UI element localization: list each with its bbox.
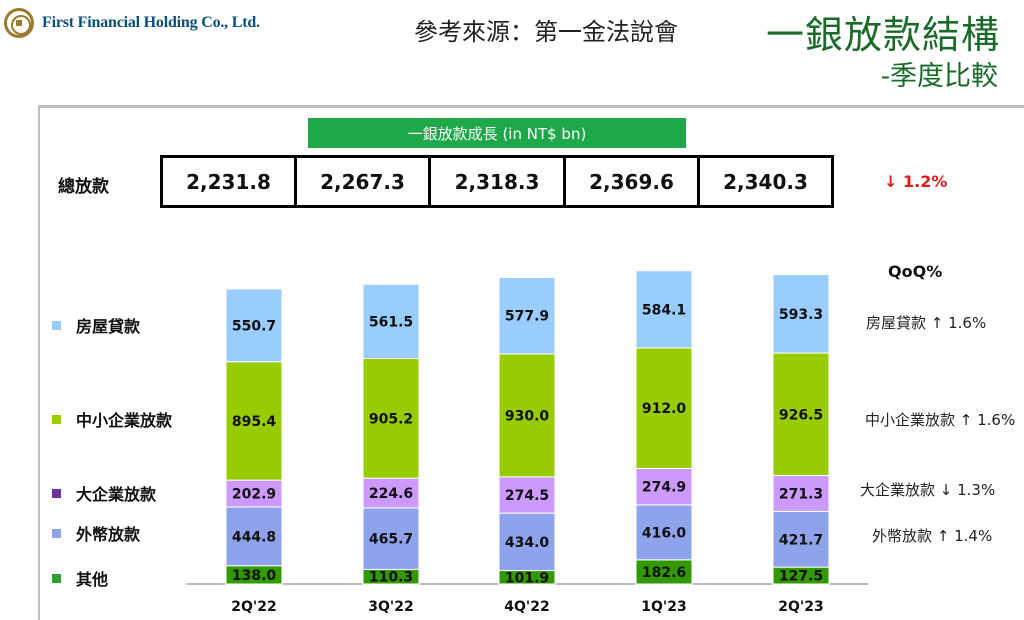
data-label-mortgage-0: 550.7 xyxy=(232,318,276,334)
legend-fx: 外幣放款 xyxy=(52,521,140,545)
source-note: 參考來源：第一金法說會 xyxy=(414,18,678,46)
data-label-large-corp-2: 274.5 xyxy=(505,488,549,504)
legend-swatch-fx xyxy=(52,528,61,538)
data-label-large-corp-1: 224.6 xyxy=(369,486,413,502)
bar-mortgage-3 xyxy=(635,270,693,349)
qoq-large-corp: 大企業放款 ↓ 1.3% xyxy=(860,481,996,499)
bar-fx-2 xyxy=(498,512,556,572)
x-tick-label-4: 2Q'23 xyxy=(778,599,823,615)
total-qoq: ↓ 1.2% xyxy=(884,172,948,191)
data-label-large-corp-3: 274.9 xyxy=(642,480,686,496)
data-label-other-2: 101.9 xyxy=(505,570,549,586)
legend-label-mortgage: 房屋貸款 xyxy=(76,317,141,336)
header-divider xyxy=(38,105,1024,108)
legend-swatch-other xyxy=(52,573,61,583)
bar-large-corp-4 xyxy=(772,475,830,512)
legend-swatch-mortgage xyxy=(52,320,61,330)
total-box-2: 2,318.3 xyxy=(428,155,566,208)
legend-label-sme: 中小企業放款 xyxy=(76,411,173,430)
qoq-sme: 中小企業放款 ↑ 1.6% xyxy=(865,411,1016,429)
company-name: First Financial Holding Co., Ltd. xyxy=(42,14,260,31)
data-label-other-4: 127.5 xyxy=(779,569,823,585)
qoq-title: QoQ% xyxy=(888,262,943,281)
bar-mortgage-1 xyxy=(362,283,420,359)
data-label-sme-1: 905.2 xyxy=(369,411,413,427)
total-box-4: 2,340.3 xyxy=(697,155,834,208)
chart-banner: 一銀放款成長 (in NT$ bn) xyxy=(308,118,686,148)
data-label-other-0: 138.0 xyxy=(232,568,277,584)
total-box-0: 2,231.8 xyxy=(160,155,297,208)
qoq-fx: 外幣放款 ↑ 1.4% xyxy=(872,527,993,545)
page-subtitle: -季度比較 xyxy=(880,61,998,92)
bar-mortgage-2 xyxy=(498,277,556,355)
total-box-3: 2,369.6 xyxy=(563,155,700,208)
x-tick-label-0: 2Q'22 xyxy=(231,599,276,615)
data-label-fx-3: 416.0 xyxy=(642,525,687,541)
bar-large-corp-3 xyxy=(635,468,693,506)
data-label-mortgage-4: 593.3 xyxy=(779,307,823,323)
legend-other: 其他 xyxy=(52,566,108,590)
legend-mortgage: 房屋貸款 xyxy=(52,313,140,337)
bar-mortgage-0 xyxy=(225,288,283,363)
bar-mortgage-4 xyxy=(772,274,830,354)
legend-large-corp: 大企業放款 xyxy=(52,481,156,505)
data-label-fx-4: 421.7 xyxy=(779,532,823,548)
legend-label-large-corp: 大企業放款 xyxy=(76,485,157,504)
data-label-large-corp-4: 271.3 xyxy=(779,486,823,502)
bar-sme-4 xyxy=(772,352,830,477)
data-label-mortgage-3: 584.1 xyxy=(642,302,686,318)
bar-fx-4 xyxy=(772,510,830,568)
legend-swatch-sme xyxy=(52,414,61,424)
legend-label-other: 其他 xyxy=(76,570,109,589)
x-tick-label-1: 3Q'22 xyxy=(368,599,413,615)
data-label-sme-0: 895.4 xyxy=(232,414,277,430)
bar-fx-1 xyxy=(362,507,420,570)
total-loans-label: 總放款 xyxy=(58,177,109,197)
x-tick-label-2: 4Q'22 xyxy=(504,599,549,615)
bar-sme-3 xyxy=(635,347,693,470)
company-logo: First Financial Holding Co., Ltd. xyxy=(4,8,260,38)
legend-label-fx: 外幣放款 xyxy=(76,525,141,544)
data-label-fx-2: 434.0 xyxy=(505,535,550,551)
bar-sme-0 xyxy=(225,361,283,481)
data-label-fx-0: 444.8 xyxy=(232,529,276,545)
data-label-sme-3: 912.0 xyxy=(642,401,687,417)
data-label-other-1: 110.3 xyxy=(369,570,413,586)
data-label-sme-4: 926.5 xyxy=(779,407,823,423)
x-tick-label-3: 1Q'23 xyxy=(641,599,686,615)
bar-large-corp-2 xyxy=(498,476,556,514)
data-label-other-3: 182.6 xyxy=(642,565,686,581)
bar-fx-0 xyxy=(225,506,283,567)
data-label-sme-2: 930.0 xyxy=(505,408,550,424)
data-label-large-corp-0: 202.9 xyxy=(232,487,276,503)
logo-emblem-icon xyxy=(4,8,34,38)
qoq-mortgage: 房屋貸款 ↑ 1.6% xyxy=(866,314,987,332)
page-title: 一銀放款結構 xyxy=(765,13,1000,57)
data-label-mortgage-2: 577.9 xyxy=(505,309,549,325)
legend-sme: 中小企業放款 xyxy=(52,407,172,431)
data-label-fx-1: 465.7 xyxy=(369,532,413,548)
total-box-1: 2,267.3 xyxy=(294,155,431,208)
data-label-mortgage-1: 561.5 xyxy=(369,314,413,330)
left-divider xyxy=(38,105,40,620)
legend-swatch-large-corp xyxy=(52,488,61,498)
